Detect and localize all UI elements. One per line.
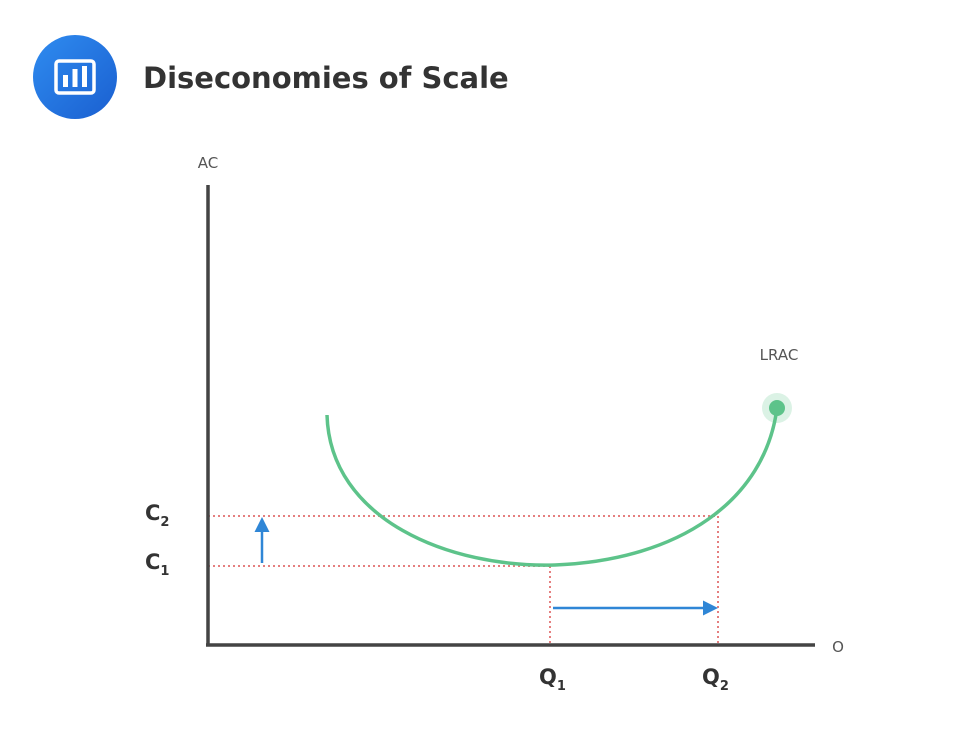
quantity-label-sub: 1	[557, 679, 566, 694]
curve-label: LRAC	[760, 346, 799, 364]
quantity-label: Q2	[702, 665, 729, 694]
cost-label: C1	[145, 550, 169, 579]
header-icon	[33, 35, 117, 119]
quantity-label-main: Q	[702, 665, 720, 689]
quantity-label: Q1	[539, 665, 566, 694]
cost-label: C2	[145, 501, 169, 530]
guides	[208, 515, 719, 645]
cost-label-sub: 2	[160, 515, 169, 530]
axes	[206, 185, 815, 647]
lrac-curve	[325, 407, 779, 567]
title: Diseconomies of Scale	[143, 61, 509, 95]
cost-label-sub: 1	[160, 564, 169, 579]
y-axis-label: AC	[198, 154, 218, 172]
cost-label-main: C	[145, 550, 160, 574]
x-axis-label: O	[832, 638, 844, 656]
quantity-label-sub: 2	[720, 679, 729, 694]
curve-end-dot	[769, 400, 785, 416]
quantity-label-main: Q	[539, 665, 557, 689]
cost-label-main: C	[145, 501, 160, 525]
